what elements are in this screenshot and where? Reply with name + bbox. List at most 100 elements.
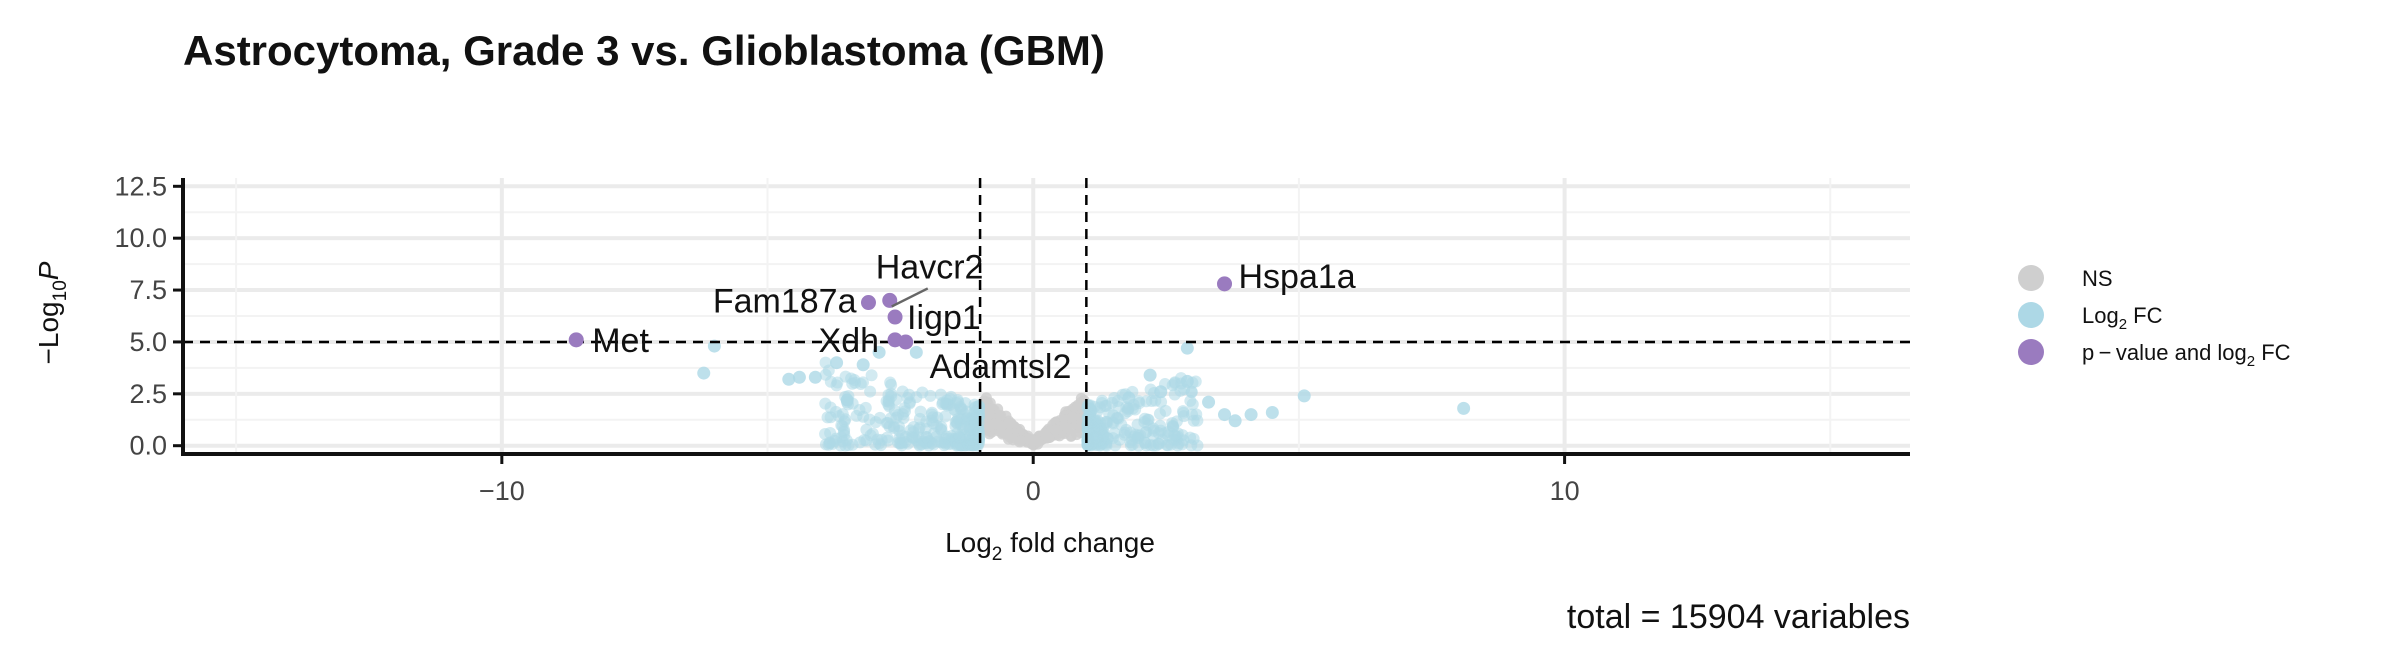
fc-point	[839, 413, 852, 426]
ns-point	[1050, 424, 1062, 436]
y-tick-label: 0.0	[129, 431, 167, 461]
chart-title: Astrocytoma, Grade 3 vs. Glioblastoma (G…	[183, 27, 1105, 74]
axes: 0.0 2.5 5.0 7.5 10.0 12.5 −10 0 10	[114, 171, 1910, 506]
fc-point	[968, 418, 981, 431]
fc-point	[1176, 438, 1189, 451]
fc-point	[1087, 432, 1100, 445]
gene-label-iigp1: Iigp1	[907, 299, 981, 337]
x-tick-label: −10	[479, 476, 525, 506]
fc-outlier-point	[1297, 389, 1311, 403]
fc-points	[697, 339, 1471, 452]
fc-point	[925, 406, 938, 419]
fc-outlier-point	[1122, 391, 1136, 405]
fc-point	[1129, 403, 1142, 416]
fc-point	[920, 431, 933, 444]
fc-outlier-point	[1244, 408, 1258, 422]
significant-point	[860, 295, 876, 311]
fc-point	[883, 420, 896, 433]
gene-label-havcr2: Havcr2	[876, 248, 984, 286]
fc-point	[1153, 407, 1166, 420]
fc-point	[903, 397, 916, 410]
fc-outlier-point	[1180, 374, 1194, 388]
fc-outlier-point	[1143, 368, 1157, 382]
fc-point	[1174, 384, 1187, 397]
y-axis-title: −Log10P	[33, 261, 71, 364]
x-tick-label: 10	[1550, 476, 1580, 506]
gene-label-fam187a: Fam187a	[713, 283, 857, 321]
fc-outlier-point	[909, 345, 923, 359]
label-connector	[891, 287, 929, 308]
fc-point	[824, 401, 837, 414]
fc-point	[1142, 413, 1155, 426]
fc-outlier-point	[872, 345, 886, 359]
fc-point	[864, 385, 877, 398]
fc-point	[873, 411, 886, 424]
fc-point	[913, 412, 926, 425]
plot-grid	[183, 178, 1910, 454]
fc-point	[904, 424, 917, 437]
fc-outlier-point	[792, 370, 806, 384]
y-tick-label: 5.0	[129, 327, 167, 357]
fc-point	[1108, 391, 1121, 404]
fc-point	[884, 376, 897, 389]
fc-outlier-point	[782, 372, 796, 386]
fc-point	[854, 377, 867, 390]
total-variables-caption: total = 15904 variables	[1567, 598, 1910, 636]
fc-point	[935, 424, 948, 437]
fc-point	[819, 368, 832, 381]
fc-point	[950, 415, 963, 428]
fc-point	[846, 377, 859, 390]
fc-point	[1170, 415, 1183, 428]
fc-point	[821, 411, 834, 424]
fc-point	[881, 431, 894, 444]
legend-swatch-fc	[2018, 302, 2044, 328]
ns-point	[995, 409, 1007, 421]
fc-point	[850, 409, 863, 422]
fc-outlier-point	[1457, 401, 1471, 415]
ns-point	[1015, 434, 1027, 446]
ns-point	[1043, 432, 1055, 444]
fc-point	[869, 438, 882, 451]
fc-outlier-point	[1218, 408, 1232, 422]
fc-outlier-point	[808, 370, 822, 384]
legend-label-fc: Log2 FC	[2082, 303, 2163, 333]
fc-point	[1191, 439, 1204, 452]
fc-point	[959, 397, 972, 410]
fc-point	[1138, 436, 1151, 449]
fc-point	[1118, 426, 1131, 439]
fc-point	[819, 356, 832, 369]
fc-point	[1190, 408, 1203, 421]
x-axis-title: Log2 fold change	[945, 527, 1155, 565]
fc-point	[866, 427, 879, 440]
gene-label-hspa1a: Hspa1a	[1239, 258, 1356, 296]
fc-point	[838, 424, 851, 437]
y-tick-label: 2.5	[129, 379, 167, 409]
fc-point	[1100, 417, 1113, 430]
fc-point	[939, 410, 952, 423]
significant-point	[1217, 276, 1233, 292]
fc-point	[965, 438, 978, 451]
significant-point	[887, 309, 903, 325]
fc-point	[865, 369, 878, 382]
gene-label-adamtsl2: Adamtsl2	[930, 348, 1072, 386]
fc-point	[1128, 430, 1141, 443]
fc-outlier-point	[840, 393, 854, 407]
legend: NS Log2 FC p − value and log2 FC	[2018, 265, 2291, 370]
fc-outlier-point	[830, 356, 844, 370]
fc-point	[955, 439, 968, 452]
ns-point	[1061, 422, 1073, 434]
fc-point	[1167, 433, 1180, 446]
fc-point	[916, 386, 929, 399]
fc-point	[936, 398, 949, 411]
fc-point	[932, 435, 945, 448]
fc-outlier-point	[1228, 414, 1242, 428]
y-tick-label: 7.5	[129, 275, 167, 305]
legend-swatch-both	[2018, 339, 2044, 365]
gene-labels: Met Fam187a Havcr2 Iigp1 Xdh Adamtsl2 Hspa1a	[592, 248, 1356, 386]
fc-point	[896, 408, 909, 421]
x-tick-label: 0	[1026, 476, 1041, 506]
significant-point	[568, 332, 584, 348]
legend-swatch-ns	[2018, 265, 2044, 291]
fc-outlier-point	[1202, 395, 1216, 409]
